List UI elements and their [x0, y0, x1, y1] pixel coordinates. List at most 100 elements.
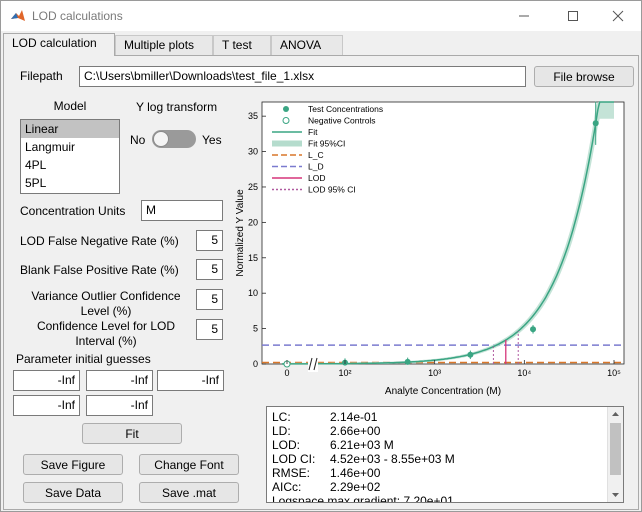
- result-row-aicc: AICc: 2.29e+02: [272, 480, 380, 494]
- toggle-knob: [153, 131, 169, 147]
- x-tick-label: 10⁴: [517, 368, 531, 378]
- model-label: Model: [53, 99, 87, 113]
- result-key: LD:: [272, 424, 291, 438]
- x-axis-label: Analyte Concentration (M): [385, 386, 501, 397]
- legend-label: Fit 95%CI: [308, 139, 345, 149]
- results-textarea[interactable]: LC: 2.14e-01 LD: 2.66e+00 LOD: 6.21e+03 M L…: [266, 406, 624, 503]
- chart-ticks: 0 5 10 15 20 25 30 35 0 10² 10³ 10⁴ 10⁵: [248, 111, 621, 378]
- model-option-langmuir[interactable]: Langmuir: [25, 140, 76, 154]
- blank-fpr-input[interactable]: 5: [196, 259, 223, 280]
- axis-break-mark: [313, 357, 318, 371]
- result-value: 2.14e-01: [330, 410, 378, 424]
- result-key: LC:: [272, 410, 291, 424]
- legend-label: Fit: [308, 127, 318, 137]
- model-listbox[interactable]: Linear Langmuir 4PL 5PL: [20, 119, 120, 194]
- model-option-linear[interactable]: Linear: [21, 120, 119, 138]
- param-guess-1-input[interactable]: -Inf: [13, 370, 80, 391]
- param-guess-2-input[interactable]: -Inf: [86, 370, 153, 391]
- blank-fpr-label: Blank False Positive Rate (%): [20, 263, 179, 277]
- fit-curve: [282, 101, 614, 365]
- minimize-button[interactable]: [501, 1, 547, 31]
- result-value: 2.29e+02: [330, 480, 381, 494]
- y-tick-label: 25: [248, 182, 258, 192]
- legend-label: LOD: [308, 173, 325, 183]
- model-option-5pl[interactable]: 5PL: [25, 176, 47, 190]
- matlab-icon: [11, 10, 25, 21]
- minimize-icon: [519, 15, 529, 17]
- fit-button[interactable]: Fit: [82, 423, 182, 444]
- lod-fnr-input[interactable]: 5: [196, 230, 223, 251]
- ylog-yes-label: Yes: [202, 133, 222, 147]
- change-font-button[interactable]: Change Font: [139, 454, 239, 475]
- result-value: 6.21e+03 M: [330, 438, 394, 452]
- file-browse-button[interactable]: File browse: [534, 66, 634, 87]
- conc-units-label: Concentration Units: [20, 204, 126, 218]
- variance-conf-label-line2: Level (%): [80, 304, 132, 318]
- legend-label: Test Concentrations: [308, 104, 383, 114]
- result-key: LOD:: [272, 438, 301, 452]
- y-tick-label: 15: [248, 253, 258, 263]
- y-tick-label: 0: [253, 359, 258, 369]
- close-button[interactable]: [595, 1, 641, 31]
- save-mat-button[interactable]: Save .mat: [139, 482, 239, 503]
- window-title: LOD calculations: [32, 9, 123, 23]
- variance-conf-label-line1: Variance Outlier Confidence: [31, 289, 181, 303]
- result-key: RMSE:: [272, 466, 311, 480]
- results-scrollbar[interactable]: [607, 407, 623, 502]
- model-option-4pl[interactable]: 4PL: [25, 158, 47, 172]
- result-row-max-gradient: Logspace max gradient: 7.20e+01: [272, 494, 454, 503]
- save-data-button[interactable]: Save Data: [23, 482, 123, 503]
- tab-anova[interactable]: ANOVA: [271, 35, 343, 55]
- legend-marker: [272, 140, 302, 147]
- scroll-down-icon[interactable]: [608, 488, 623, 502]
- axis-break-gap: [308, 356, 318, 372]
- result-row-rmse: RMSE: 1.46e+00: [272, 466, 380, 480]
- result-row-lod: LOD: 6.21e+03 M: [272, 438, 394, 452]
- filepath-input[interactable]: C:\Users\bmiller\Downloads\test_file_1.x…: [79, 66, 526, 87]
- param-guess-5-input[interactable]: -Inf: [86, 395, 153, 416]
- lod-chart: 0 5 10 15 20 25 30 35 0 10² 10³ 10⁴ 10⁵ Test Concent…: [235, 101, 625, 397]
- save-figure-button[interactable]: Save Figure: [23, 454, 123, 475]
- lod-calculation-panel: Filepath C:\Users\bmiller\Downloads\test…: [3, 55, 639, 510]
- y-tick-label: 30: [248, 147, 258, 157]
- close-icon: [612, 10, 624, 22]
- result-value: 2.66e+00: [330, 424, 381, 438]
- test-point: [592, 120, 599, 127]
- plot-area: [261, 101, 625, 365]
- legend-marker: [282, 117, 290, 124]
- ylog-toggle[interactable]: [152, 130, 196, 148]
- conf-lod-input[interactable]: 5: [196, 319, 223, 340]
- x-tick-label: 10³: [428, 368, 441, 378]
- title-bar: LOD calculations: [1, 1, 641, 31]
- ylog-label: Y log transform: [136, 100, 218, 114]
- param-guess-3-input[interactable]: -Inf: [157, 370, 224, 391]
- variance-conf-input[interactable]: 5: [196, 289, 223, 310]
- result-value: 7.20e+01: [403, 494, 454, 503]
- axis-break-mark: [308, 357, 313, 371]
- x-tick-label: 10²: [338, 368, 351, 378]
- scrollbar-thumb[interactable]: [610, 423, 621, 475]
- y-tick-label: 5: [253, 324, 258, 334]
- conf-lod-label-line2: Interval (%): [75, 334, 137, 348]
- conc-units-input[interactable]: M: [141, 200, 223, 221]
- result-row-lc: LC: 2.14e-01: [272, 410, 377, 424]
- ylog-no-label: No: [130, 133, 146, 147]
- maximize-button[interactable]: [550, 1, 596, 31]
- tab-t-test[interactable]: T test: [213, 35, 271, 55]
- y-tick-label: 35: [248, 111, 258, 121]
- y-axis-label: Normalized Y Value: [235, 189, 246, 277]
- tab-multiple-plots[interactable]: Multiple plots: [115, 35, 213, 55]
- maximize-icon: [568, 11, 578, 21]
- test-point: [530, 326, 537, 333]
- x-tick-label: 0: [284, 368, 289, 378]
- param-guess-4-input[interactable]: -Inf: [13, 395, 80, 416]
- scroll-up-icon[interactable]: [608, 407, 623, 421]
- result-value: 1.46e+00: [330, 466, 381, 480]
- filepath-label: Filepath: [20, 69, 63, 83]
- tab-lod-calculation[interactable]: LOD calculation: [3, 33, 115, 56]
- result-key: LOD CI:: [272, 452, 316, 466]
- chart-series: [262, 101, 624, 368]
- result-row-lod-ci: LOD CI: 4.52e+03 - 8.55e+03 M: [272, 452, 455, 466]
- legend-label: Negative Controls: [308, 116, 376, 126]
